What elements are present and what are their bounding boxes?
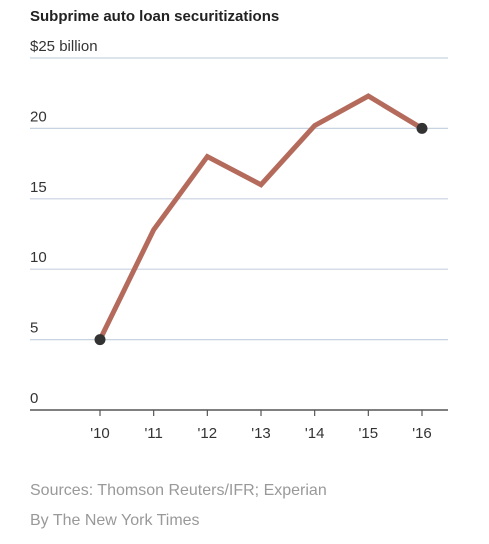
data-markers [94, 122, 428, 346]
source-note: Sources: Thomson Reuters/IFR; Experian [30, 482, 327, 499]
y-tick-label: 0 [30, 390, 38, 407]
y-tick-label: 20 [30, 108, 47, 125]
x-tick-label: '13 [251, 425, 271, 442]
y-axis-ticks: 0 5 10 15 20 $25 billion [30, 38, 98, 407]
x-tick-label: '14 [305, 425, 325, 442]
x-axis-ticks: '10 '11 '12 '13 '14 '15 '16 [90, 410, 432, 442]
y-tick-label: 10 [30, 249, 47, 266]
x-tick-label: '10 [90, 425, 110, 442]
x-tick-label: '11 [144, 425, 162, 442]
x-tick-label: '15 [359, 425, 379, 442]
x-tick-label: '12 [198, 425, 218, 442]
y-tick-label: 5 [30, 320, 38, 337]
data-point-marker [94, 334, 106, 346]
series-line [97, 93, 425, 343]
y-tick-label: 15 [30, 179, 47, 196]
gridlines [30, 57, 448, 341]
chart-title: Subprime auto loan securitizations [30, 8, 280, 25]
credit-line: By The New York Times [30, 512, 200, 529]
x-tick-label: '16 [412, 425, 432, 442]
y-tick-label: $25 billion [30, 38, 98, 55]
data-point-marker [416, 122, 428, 134]
